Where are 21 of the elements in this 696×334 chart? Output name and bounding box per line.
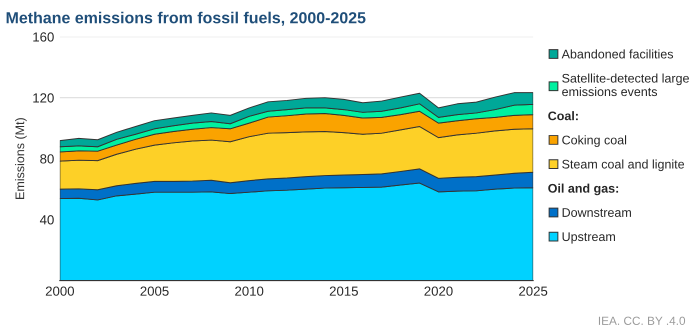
- legend-label: Coking coal: [562, 135, 626, 147]
- x-tick-label: 2000: [46, 286, 74, 296]
- text: Coal:: [548, 111, 578, 120]
- chart-title: Methane emissions from fossil fuels, 2000-2025: [6, 12, 366, 26]
- legend-label: Upstream: [562, 232, 615, 244]
- legend-label: Abandoned facilities: [562, 49, 674, 59]
- x-tick-label: 2020: [424, 286, 453, 296]
- y-tick-label: 80: [40, 154, 54, 164]
- y-tick-label: 120: [33, 93, 54, 103]
- x-tick-label: 2015: [330, 286, 358, 296]
- legend-label: Downstream: [562, 208, 631, 217]
- text: Oil and gas:: [548, 184, 618, 196]
- y-axis-title: Emissions (Mt): [15, 118, 27, 199]
- legend-label: Satellite-detected large emissions events: [562, 73, 689, 96]
- x-tick-label: 2025: [519, 286, 548, 296]
- x-tick-label: 2005: [140, 286, 169, 296]
- y-tick-label: 40: [40, 215, 54, 225]
- x-tick-label: 2010: [235, 286, 264, 296]
- y-tick-label: 160: [33, 32, 54, 42]
- legend-label: Steam coal and lignite: [562, 159, 684, 172]
- text: IEA. CC. BY .4.0: [598, 316, 686, 325]
